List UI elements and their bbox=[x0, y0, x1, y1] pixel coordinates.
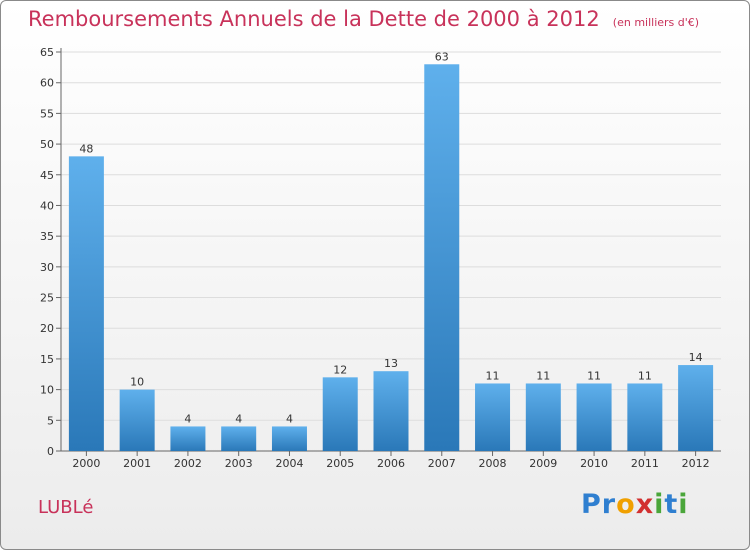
y-tick-label: 40 bbox=[40, 199, 54, 212]
bar bbox=[322, 377, 358, 451]
y-tick-label: 5 bbox=[47, 414, 54, 427]
y-tick-label: 35 bbox=[40, 230, 54, 243]
logo-letter: o bbox=[616, 489, 636, 520]
data-label: 4 bbox=[286, 412, 293, 425]
logo-letter: i bbox=[678, 489, 689, 520]
x-tick-label: 2006 bbox=[377, 457, 405, 470]
y-tick-label: 30 bbox=[40, 261, 54, 274]
data-label: 4 bbox=[235, 412, 242, 425]
chart-title: Remboursements Annuels de la Dette de 20… bbox=[28, 7, 600, 31]
x-tick-label: 2007 bbox=[428, 457, 456, 470]
bar bbox=[678, 365, 714, 451]
data-label: 48 bbox=[79, 142, 93, 155]
logo-letter: i bbox=[654, 489, 665, 520]
data-label: 63 bbox=[435, 50, 449, 63]
x-tick-label: 2012 bbox=[682, 457, 710, 470]
bar bbox=[170, 426, 206, 451]
data-label: 10 bbox=[130, 376, 144, 389]
data-label: 11 bbox=[536, 369, 550, 382]
bar bbox=[627, 383, 663, 451]
data-label: 11 bbox=[486, 369, 500, 382]
bar bbox=[119, 389, 155, 451]
data-label: 14 bbox=[689, 351, 703, 364]
bar bbox=[373, 371, 409, 451]
x-tick-label: 2011 bbox=[631, 457, 659, 470]
commune-name: LUBLé bbox=[38, 497, 94, 518]
y-tick-label: 60 bbox=[40, 77, 54, 90]
y-tick-label: 55 bbox=[40, 107, 54, 120]
y-tick-label: 25 bbox=[40, 292, 54, 305]
proxiti-logo: Proxiti bbox=[581, 489, 689, 520]
bar bbox=[475, 383, 511, 451]
y-tick-label: 20 bbox=[40, 322, 54, 335]
data-label: 12 bbox=[333, 363, 347, 376]
logo-letter: x bbox=[635, 489, 655, 520]
x-tick-label: 2009 bbox=[529, 457, 557, 470]
data-label: 11 bbox=[587, 369, 601, 382]
logo-letter: t bbox=[664, 489, 679, 520]
x-tick-label: 2002 bbox=[174, 457, 202, 470]
x-tick-label: 2008 bbox=[479, 457, 507, 470]
bar bbox=[576, 383, 612, 451]
bar bbox=[424, 64, 460, 452]
x-tick-label: 2003 bbox=[225, 457, 253, 470]
y-tick-label: 10 bbox=[40, 384, 54, 397]
x-tick-label: 2010 bbox=[580, 457, 608, 470]
bar bbox=[271, 426, 307, 451]
x-tick-label: 2000 bbox=[72, 457, 100, 470]
logo-letter: r bbox=[601, 489, 617, 520]
chart-subtitle: (en milliers d'€) bbox=[612, 16, 700, 29]
data-label: 13 bbox=[384, 357, 398, 370]
y-tick-label: 15 bbox=[40, 353, 54, 366]
x-tick-label: 2004 bbox=[275, 457, 303, 470]
y-tick-label: 45 bbox=[40, 169, 54, 182]
data-label: 11 bbox=[638, 369, 652, 382]
data-label: 4 bbox=[184, 412, 191, 425]
title-row: Remboursements Annuels de la Dette de 20… bbox=[28, 7, 699, 31]
bar bbox=[221, 426, 257, 451]
y-tick-label: 65 bbox=[40, 46, 54, 59]
logo-letter: P bbox=[581, 489, 602, 520]
x-tick-label: 2001 bbox=[123, 457, 151, 470]
y-tick-label: 50 bbox=[40, 138, 54, 151]
y-tick-label: 0 bbox=[47, 445, 54, 458]
bar bbox=[68, 156, 104, 451]
x-tick-label: 2005 bbox=[326, 457, 354, 470]
bar bbox=[525, 383, 561, 451]
